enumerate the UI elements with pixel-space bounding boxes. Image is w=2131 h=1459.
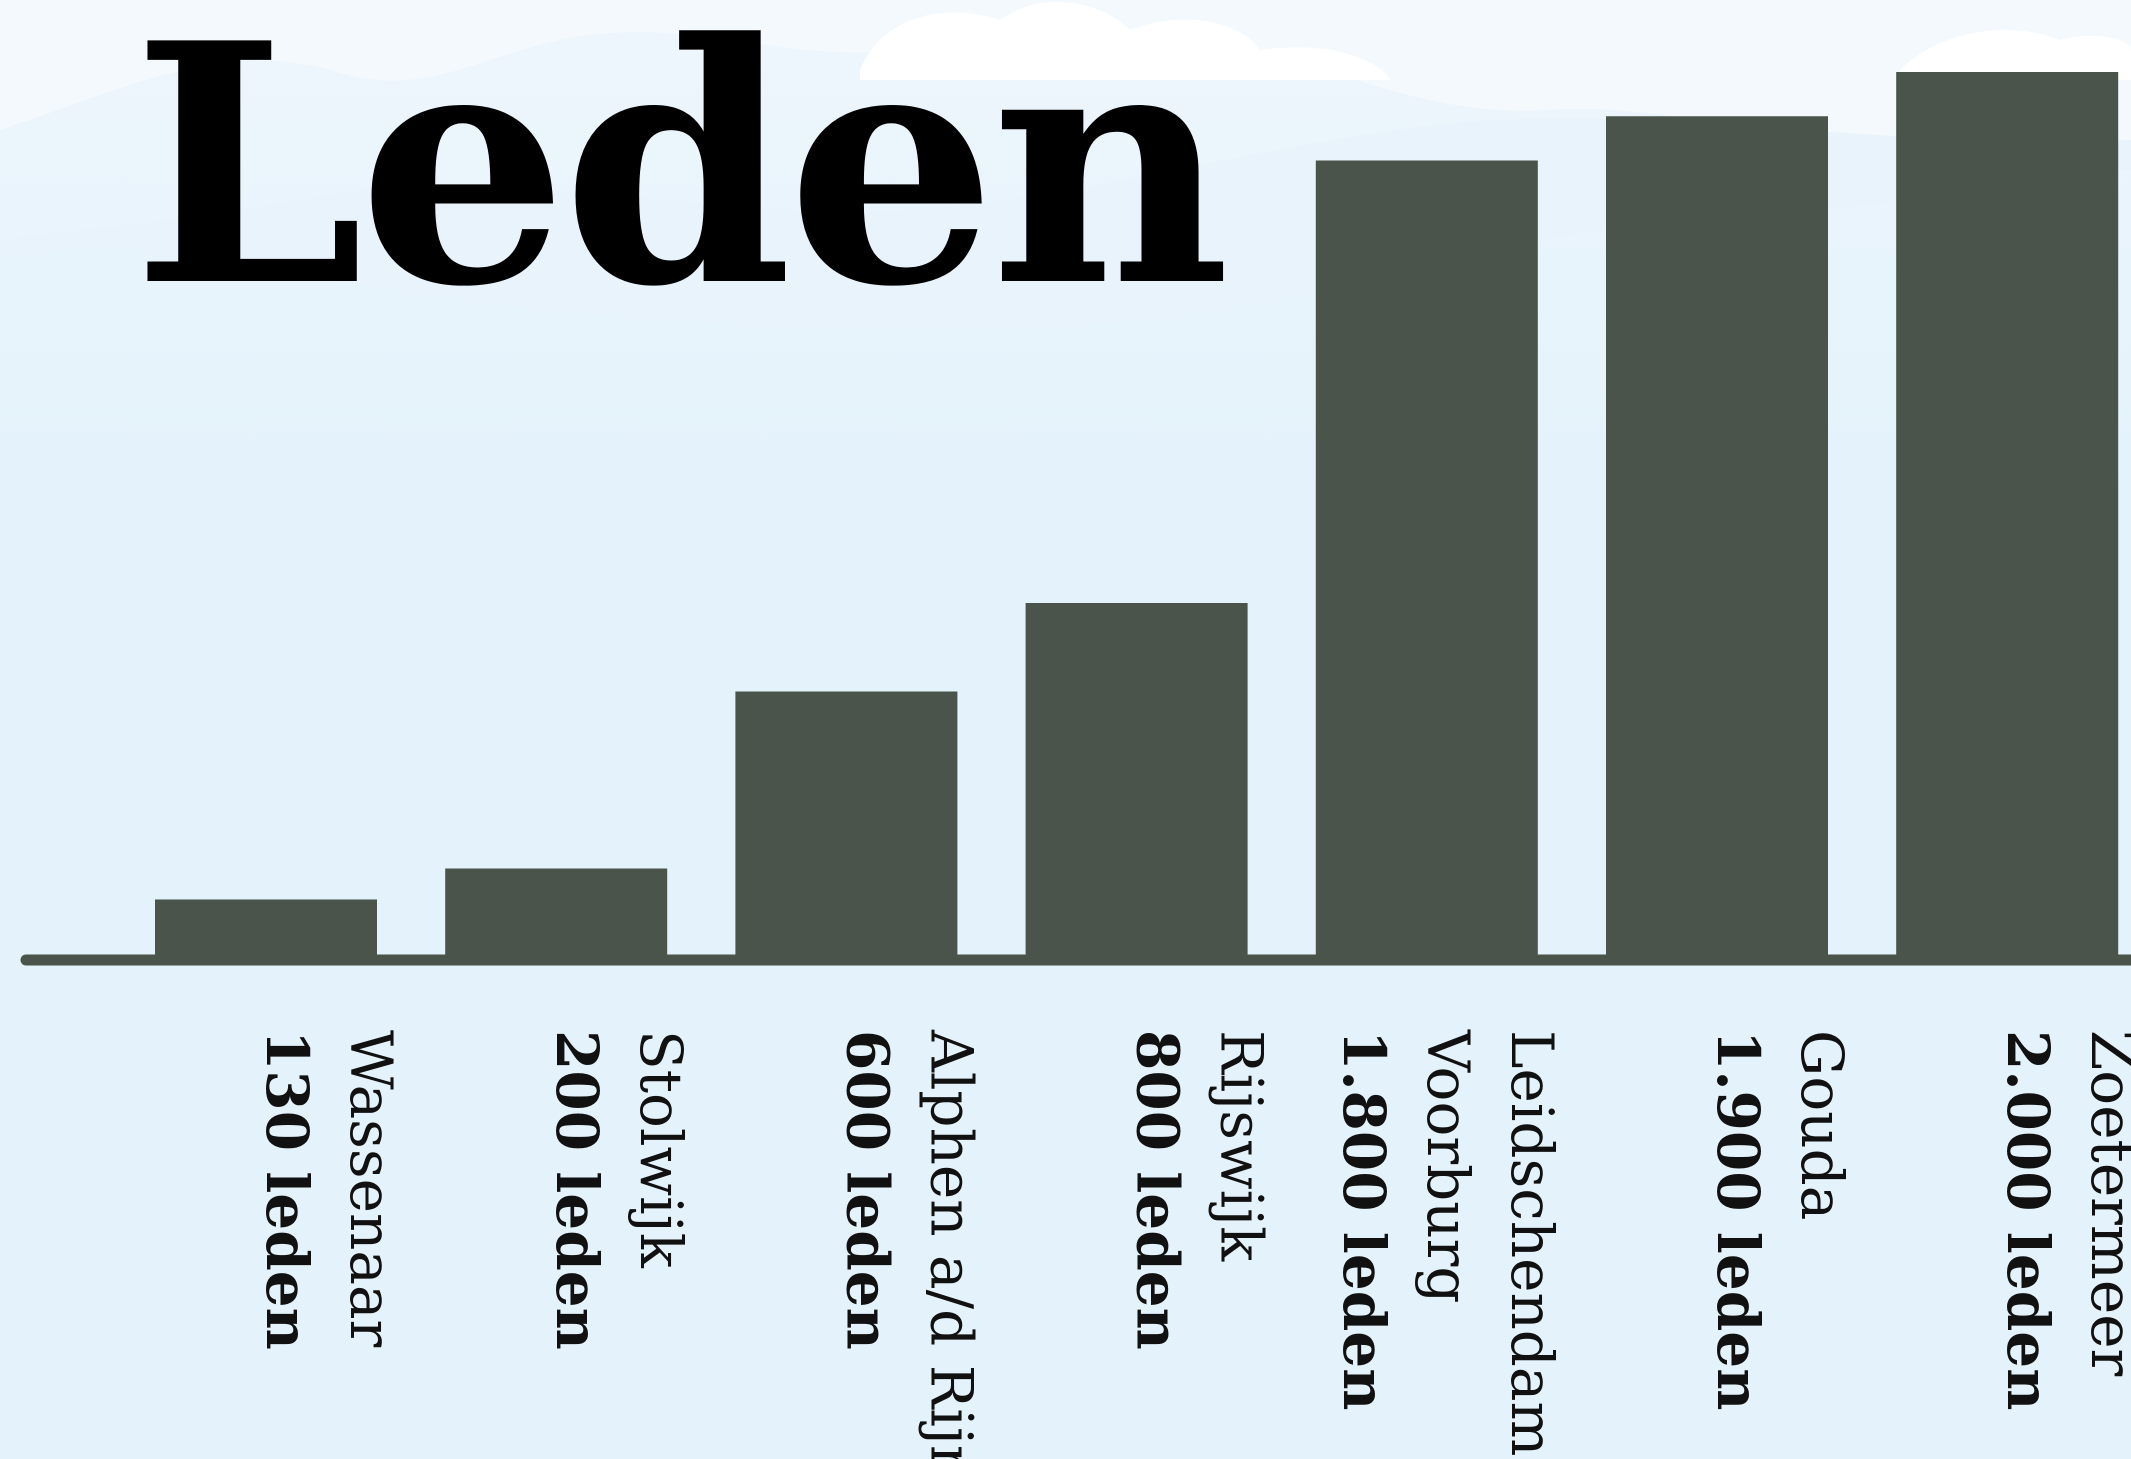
page-title: Leden [132,0,1231,359]
value-label: 1.900 leden [1704,1030,1772,1410]
category-label: Zoetermeer [2078,1030,2131,1377]
bar [445,868,668,957]
value-label: 130 leden [253,1030,321,1350]
bar [155,899,377,957]
category-label: Stolwijk [627,1030,695,1269]
bar [1606,116,1828,957]
category-label: Leidschendam [1498,1030,1566,1457]
category-label: Rijswijk [1208,1030,1276,1262]
category-label: Alphen a/d Rijn [917,1029,985,1459]
bar [735,691,958,957]
value-label: 1.800 leden [1330,1030,1398,1410]
value-label: 2.000 leden [1994,1030,2062,1410]
category-label: Gouda [1788,1030,1856,1220]
value-label: 600 leden [833,1030,901,1350]
bar [1025,603,1248,957]
bar [1315,160,1538,957]
value-label: 200 leden [543,1030,611,1350]
category-label: Voorburg [1414,1029,1482,1303]
category-label: Wassenaar [337,1030,405,1348]
bar [1896,72,2119,957]
value-label: 800 leden [1124,1030,1192,1350]
